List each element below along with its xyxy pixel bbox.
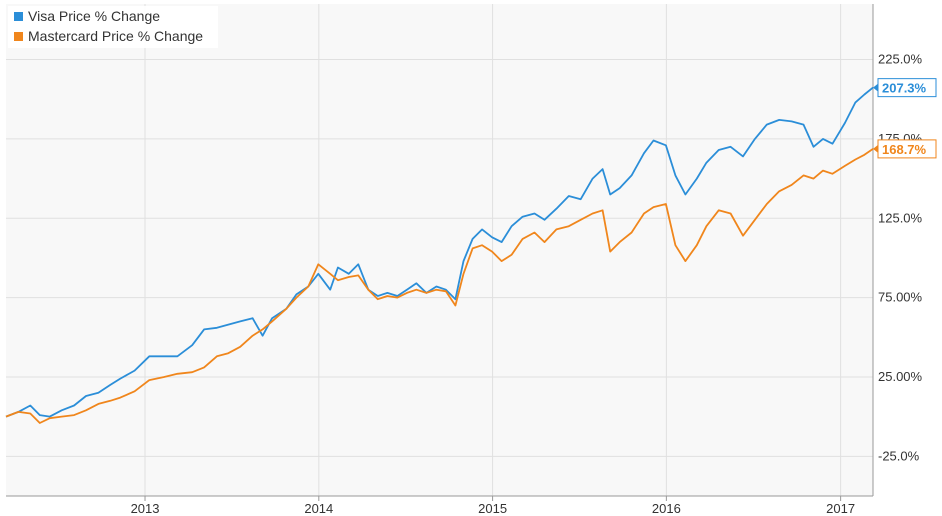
legend[interactable]: Visa Price % Change Mastercard Price % Ch… — [8, 6, 218, 48]
legend-item-mastercard[interactable]: Mastercard Price % Change — [14, 28, 203, 44]
end-label-pointer — [873, 144, 878, 153]
end-label-pointer — [873, 83, 878, 92]
legend-label: Mastercard Price % Change — [28, 28, 203, 44]
vertical-gridlines — [144, 4, 842, 501]
legend-item-visa[interactable]: Visa Price % Change — [14, 8, 160, 24]
end-label-box — [877, 139, 937, 159]
series-line-visa — [5, 86, 874, 418]
y-tick-label: 125.0% — [878, 210, 923, 225]
x-tick-label: 2013 — [131, 501, 160, 516]
x-tick-label: 2015 — [478, 501, 507, 516]
plot-area — [6, 4, 873, 496]
y-tick-label: 25.00% — [878, 369, 923, 384]
x-tick-labels: 2013 2014 2015 2016 2017 — [131, 501, 856, 516]
y-tick-label: 75.00% — [878, 290, 923, 305]
end-label-visa: 207.3% — [873, 78, 937, 98]
end-label-mastercard: 168.7% — [873, 139, 937, 159]
end-label-text: 207.3% — [882, 81, 927, 96]
end-value-labels: 207.3% 168.7% — [873, 78, 937, 159]
end-label-text: 168.7% — [882, 142, 927, 157]
legend-label: Visa Price % Change — [28, 8, 160, 24]
x-tick-label: 2014 — [304, 501, 333, 516]
horizontal-gridlines — [6, 59, 873, 457]
x-tick-label: 2017 — [826, 501, 855, 516]
series-line-mastercard — [5, 148, 874, 424]
end-label-box — [877, 78, 937, 98]
legend-swatch — [14, 32, 23, 41]
axes — [6, 4, 874, 497]
x-tick-label: 2016 — [652, 501, 681, 516]
y-tick-labels: -25.0%25.00%75.00%125.0%175.0%225.0% — [878, 52, 923, 464]
legend-swatch — [14, 12, 23, 21]
legend-background — [8, 6, 218, 48]
y-tick-label: 225.0% — [878, 52, 923, 67]
series-lines — [5, 86, 874, 424]
y-tick-label: -25.0% — [878, 448, 920, 463]
